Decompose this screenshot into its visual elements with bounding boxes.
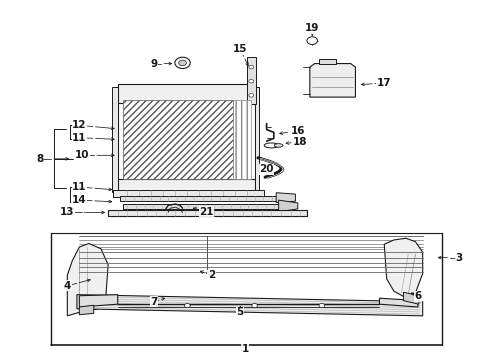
Polygon shape [403, 292, 419, 304]
Polygon shape [112, 86, 118, 192]
Bar [166, 88, 172, 102]
Text: 14: 14 [72, 195, 87, 205]
Polygon shape [118, 179, 255, 192]
Bar [202, 88, 207, 102]
Text: 10: 10 [74, 150, 89, 160]
Text: 4: 4 [64, 281, 71, 291]
Polygon shape [79, 305, 94, 315]
Circle shape [249, 80, 254, 83]
Bar [225, 88, 231, 102]
Text: 12: 12 [72, 120, 87, 130]
Bar [122, 100, 233, 179]
Text: 13: 13 [60, 207, 74, 217]
Text: 17: 17 [377, 78, 392, 88]
Polygon shape [379, 298, 418, 307]
Bar [237, 88, 243, 102]
Ellipse shape [264, 143, 279, 148]
Bar [118, 88, 124, 102]
Polygon shape [67, 243, 108, 316]
Circle shape [307, 37, 318, 45]
Bar [214, 88, 220, 102]
Text: 18: 18 [293, 137, 307, 147]
Text: 3: 3 [455, 253, 462, 262]
Polygon shape [319, 59, 336, 64]
Text: 15: 15 [233, 45, 247, 54]
Polygon shape [255, 86, 259, 192]
Bar [178, 88, 184, 102]
Circle shape [252, 303, 257, 308]
Polygon shape [108, 210, 307, 216]
Text: 1: 1 [242, 344, 248, 354]
Polygon shape [118, 84, 255, 103]
Circle shape [249, 94, 254, 97]
Polygon shape [77, 294, 423, 316]
Text: 16: 16 [291, 126, 305, 136]
Text: 9: 9 [150, 59, 157, 68]
Ellipse shape [274, 144, 283, 147]
Polygon shape [384, 238, 423, 296]
Polygon shape [118, 86, 255, 192]
Circle shape [319, 303, 325, 308]
Circle shape [185, 303, 190, 308]
Polygon shape [310, 64, 355, 97]
Polygon shape [247, 57, 256, 104]
Text: 11: 11 [72, 133, 87, 143]
Text: 6: 6 [414, 292, 421, 301]
Bar [190, 88, 196, 102]
Bar [142, 88, 148, 102]
Text: 7: 7 [150, 297, 157, 307]
Polygon shape [120, 195, 283, 201]
Polygon shape [279, 200, 298, 212]
Text: 11: 11 [72, 182, 87, 192]
Polygon shape [79, 294, 118, 307]
Circle shape [175, 57, 190, 68]
Circle shape [179, 60, 186, 66]
Bar [233, 100, 251, 179]
Text: 19: 19 [305, 23, 319, 33]
Circle shape [249, 66, 254, 69]
Text: 2: 2 [208, 270, 215, 280]
Bar [130, 88, 136, 102]
Text: 21: 21 [199, 207, 214, 217]
Text: 5: 5 [237, 307, 244, 317]
Text: 20: 20 [259, 165, 274, 174]
Polygon shape [276, 193, 295, 203]
Bar [249, 88, 255, 102]
Text: 8: 8 [36, 154, 44, 164]
Polygon shape [122, 204, 286, 209]
Bar [154, 88, 160, 102]
Polygon shape [113, 190, 264, 197]
